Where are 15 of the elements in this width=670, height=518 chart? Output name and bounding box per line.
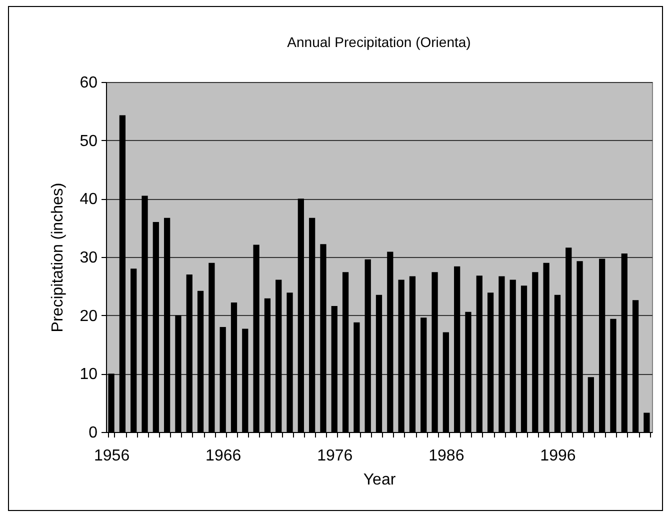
y-tick-label: 30 xyxy=(80,250,98,266)
y-tick-label: 0 xyxy=(88,424,98,442)
chart-title: Annual Precipitation (Orienta) xyxy=(287,34,471,50)
y-tick-label: 40 xyxy=(80,191,98,208)
y-tick-label: 20 xyxy=(80,308,98,325)
x-tick-label: 1956 xyxy=(94,448,130,464)
y-axis-title: Precipitation (inches) xyxy=(50,182,67,332)
x-tick-label: 1986 xyxy=(428,448,464,464)
x-tick-label: 1976 xyxy=(317,448,353,464)
x-tick-label: 1996 xyxy=(540,448,576,464)
y-tick-label: 60 xyxy=(80,74,98,92)
x-axis-title: Year xyxy=(363,472,396,488)
y-tick-label: 10 xyxy=(80,366,98,384)
y-tick-label: 50 xyxy=(80,132,98,150)
x-tick-label: 1966 xyxy=(206,448,242,464)
